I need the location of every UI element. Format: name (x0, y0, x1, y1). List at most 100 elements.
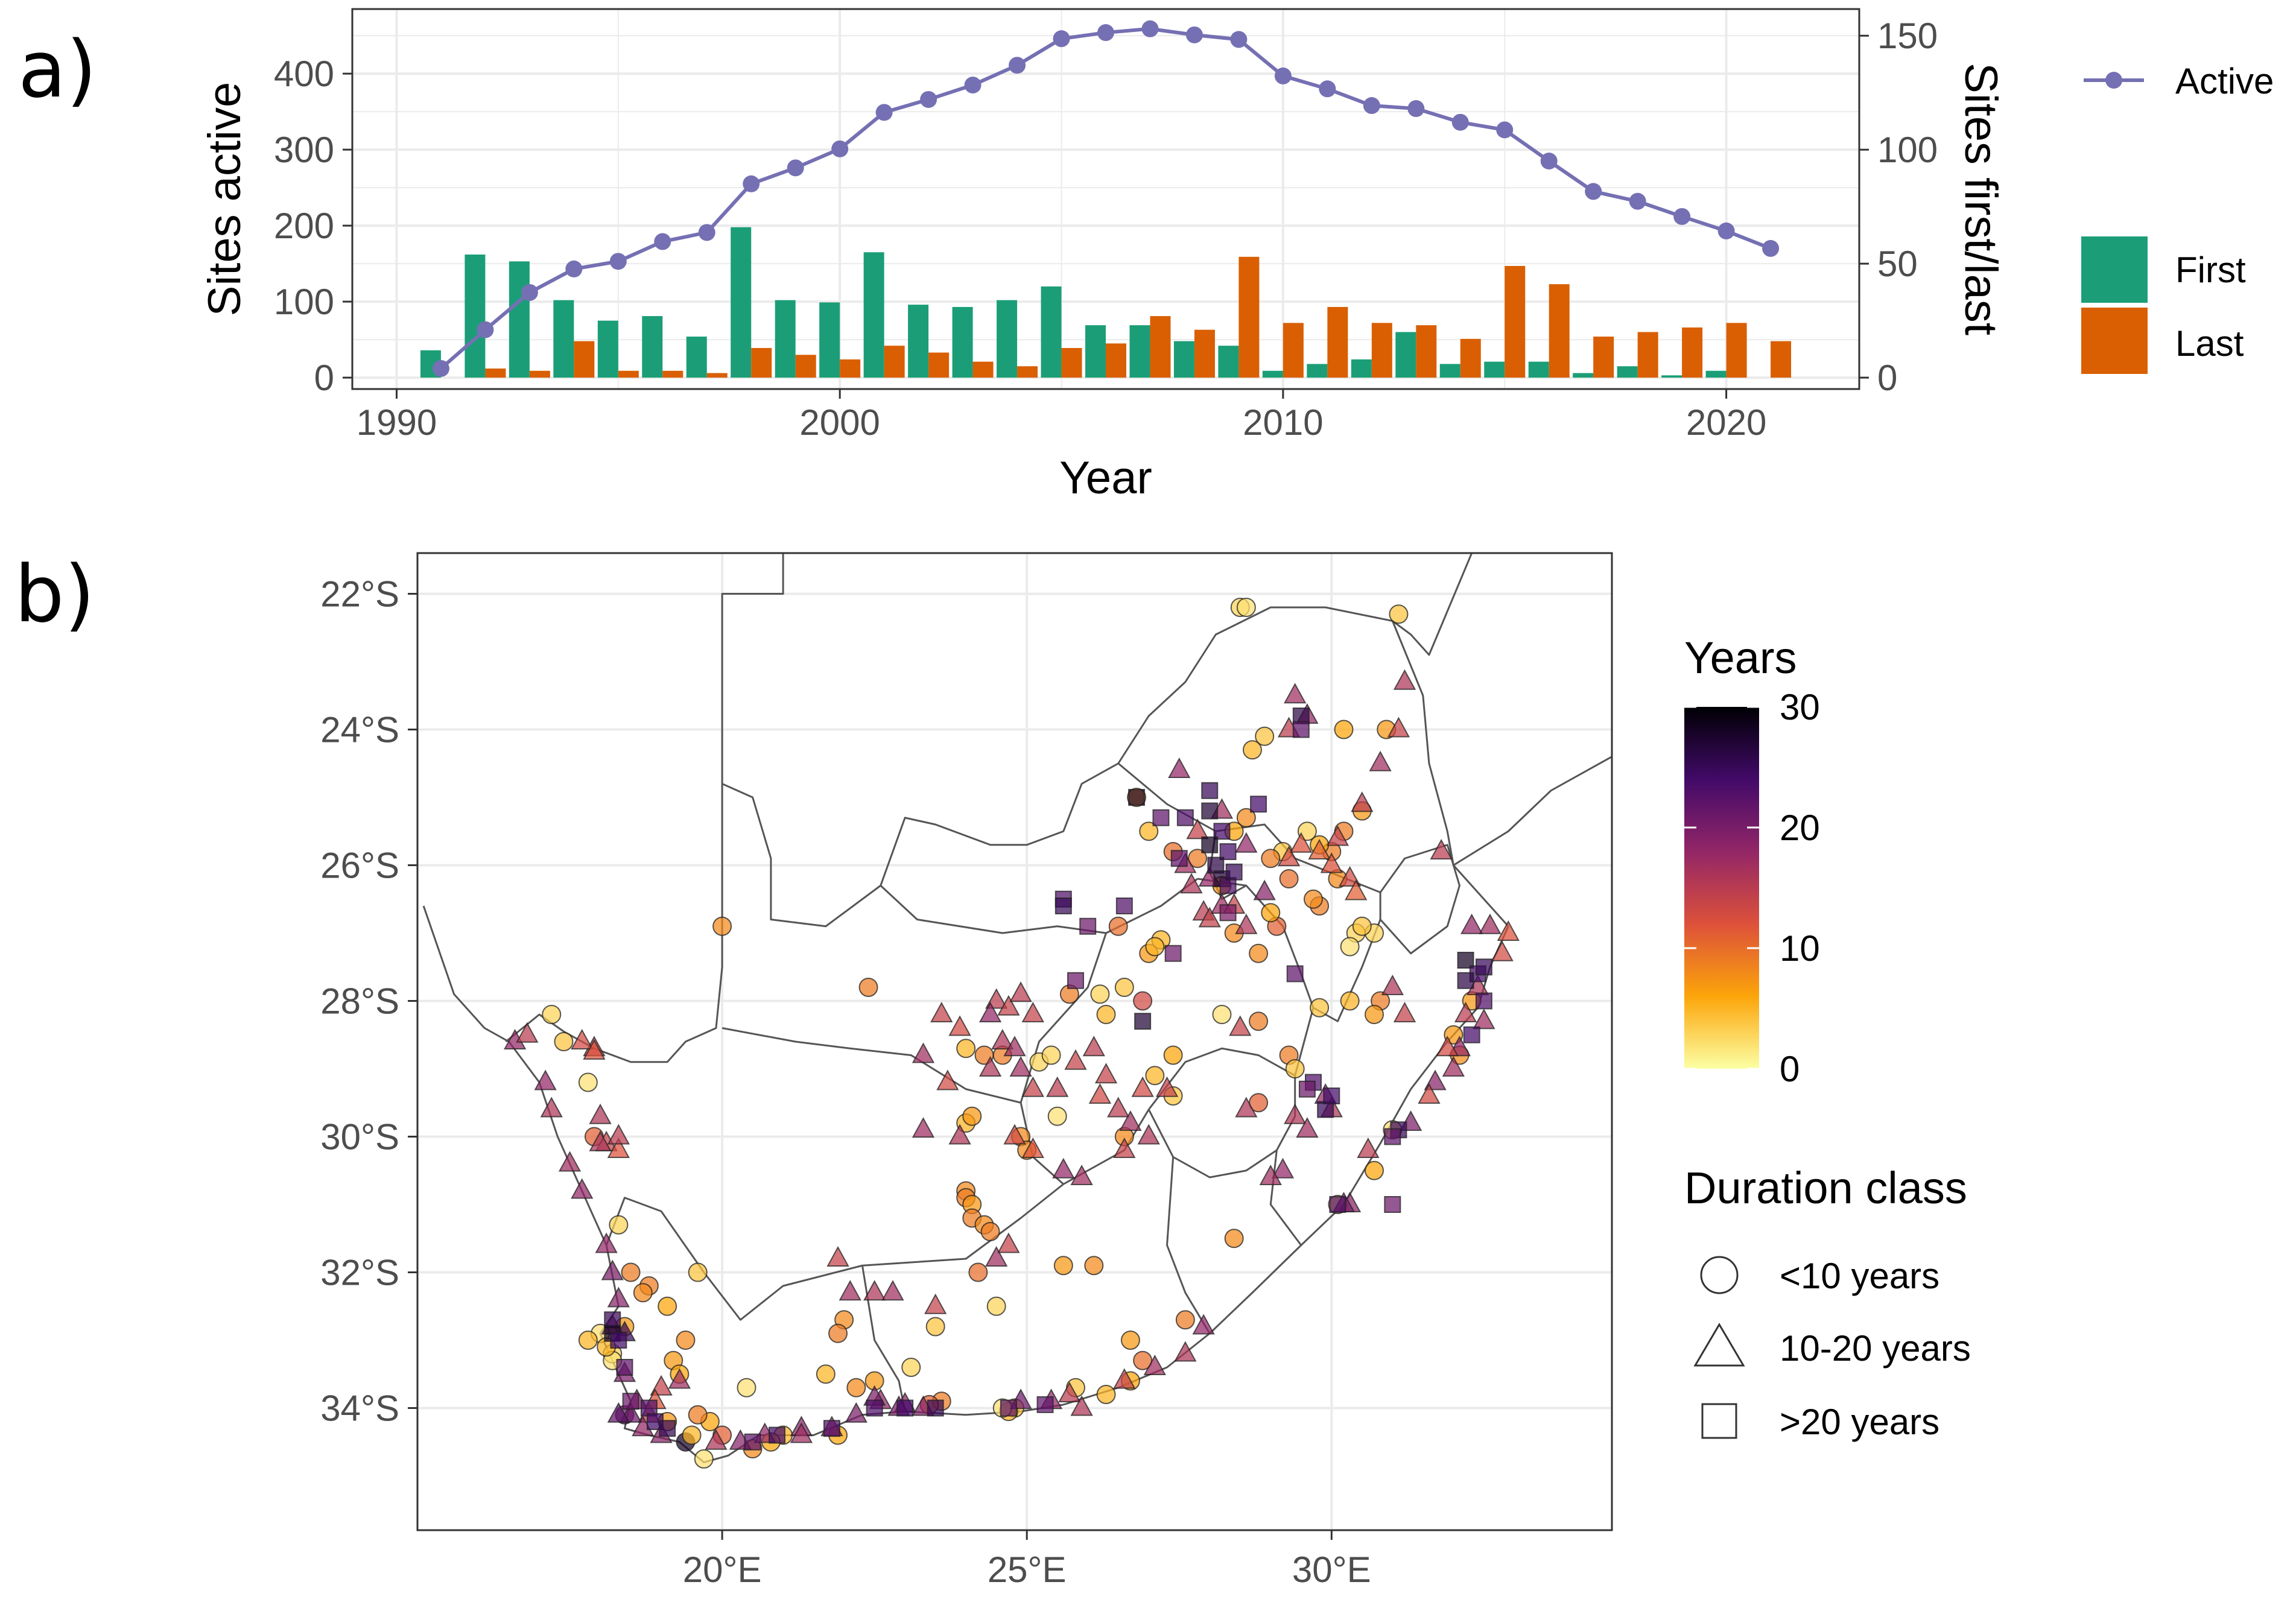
site-point-circle (688, 1262, 708, 1282)
site-point-circle (688, 1405, 708, 1425)
site-point-square (1219, 877, 1237, 894)
colorbar-tick-label: 20 (1780, 808, 1820, 848)
site-point-square (659, 1420, 676, 1437)
site-point-triangle (1003, 1036, 1026, 1057)
site-point-circle (621, 1262, 641, 1282)
timeseries-chart: 1990 2000 2010 2020 0 100 200 300 400 0 50 100 150 Y… (199, 8, 2274, 504)
site-point-circle (1389, 604, 1409, 624)
site-point-circle (1053, 1256, 1073, 1276)
site-point-triangle (790, 1422, 813, 1443)
active-point-2021 (1762, 239, 1780, 257)
site-point-square (1128, 789, 1146, 806)
bar-last-2007 (1150, 316, 1171, 378)
lat-tick-label: 26°S (320, 846, 399, 886)
site-point-square (927, 1399, 944, 1417)
site-point-square (1329, 1196, 1346, 1213)
site-point-circle (901, 1358, 921, 1377)
site-point-triangle (1058, 1381, 1081, 1402)
bar-first-1999 (775, 300, 796, 378)
site-point-triangle (1119, 1110, 1142, 1131)
site-point-circle (980, 1222, 1000, 1241)
colorbar-tick-label: 30 (1780, 687, 1820, 727)
site-point-circle (816, 1364, 836, 1384)
site-point-circle (1114, 978, 1134, 997)
bar-last-2011 (1327, 306, 1348, 378)
x-tick-label: 2020 (1686, 402, 1766, 443)
site-point-triangle (1070, 1164, 1093, 1185)
active-point-2017 (1585, 183, 1602, 200)
bar-first-1996 (642, 316, 663, 378)
site-point-circle (986, 1296, 1006, 1316)
site-point-circle (1285, 1059, 1305, 1078)
lat-tick-label: 24°S (320, 710, 399, 750)
site-point-triangle (1192, 1314, 1215, 1335)
bar-last-2017 (1593, 337, 1614, 378)
active-point-2013 (1407, 100, 1425, 118)
site-point-triangle (1338, 866, 1362, 887)
active-point-2000 (831, 140, 849, 157)
bar-last-2018 (1637, 332, 1658, 378)
bar-last-1993 (529, 370, 550, 378)
border-line (861, 1265, 906, 1412)
bar-last-2020 (1726, 323, 1747, 378)
bar-last-2008 (1194, 329, 1215, 378)
site-point-triangle (881, 1280, 904, 1301)
site-point-circle (1261, 849, 1281, 869)
site-point-triangle (1460, 913, 1483, 934)
plot-border (351, 8, 1860, 390)
site-point-triangle (607, 1402, 630, 1423)
site-map: 20°E 25°E 30°E 22°S 24°S 26°S 28°S 30°S 32°S 34°S… (320, 552, 1971, 1590)
y-right-tick-label: 0 (1877, 358, 1897, 398)
border-line (721, 1027, 1021, 1104)
site-point-square (744, 1433, 761, 1451)
site-point-circle (846, 1378, 866, 1397)
site-point-triangle (1064, 1049, 1087, 1070)
site-point-square (1286, 965, 1304, 983)
active-point-2005 (1053, 30, 1070, 48)
site-point-triangle (607, 1287, 630, 1308)
site-point-triangle (1235, 1097, 1258, 1118)
site-point-triangle (1284, 683, 1307, 704)
bar-last-2003 (972, 361, 994, 378)
active-point-2009 (1230, 31, 1248, 48)
bar-last-1997 (706, 373, 728, 378)
legend: Active First Last (2081, 61, 2274, 374)
site-point-square (1164, 945, 1182, 962)
lon-tick-label: 25°E (988, 1549, 1067, 1590)
site-point-square (1463, 1026, 1480, 1043)
site-point-triangle (978, 1001, 1002, 1022)
active-point-1995 (609, 253, 627, 270)
legend-active-point (2105, 72, 2122, 89)
bar-last-1995 (618, 370, 639, 378)
site-point-square (1219, 904, 1237, 922)
bar-first-2007 (1129, 325, 1150, 378)
site-point-circle (712, 916, 732, 936)
site-point-triangle (1369, 750, 1392, 771)
active-point-2004 (1009, 57, 1026, 74)
site-point-triangle (1271, 1157, 1295, 1179)
site-point-circle (1139, 821, 1159, 841)
site-point-triangle (1479, 913, 1502, 934)
site-point-square (1457, 972, 1474, 989)
site-point-square (1225, 863, 1243, 881)
site-point-circle (858, 978, 878, 997)
bar-last-2012 (1371, 323, 1392, 378)
active-point-2003 (964, 77, 982, 93)
active-point-1993 (521, 283, 538, 301)
site-point-square (1384, 1196, 1401, 1213)
site-point-circle (1352, 916, 1372, 936)
site-point-triangle (571, 1178, 594, 1199)
bar-first-2012 (1351, 359, 1372, 378)
colorbar-tick-label: 10 (1780, 928, 1820, 969)
x-axis-title: Year (1059, 452, 1152, 504)
active-point-2002 (920, 90, 937, 108)
site-point-circle (1310, 998, 1330, 1018)
site-point-square (1176, 809, 1194, 826)
site-point-circle (1340, 991, 1360, 1011)
site-point-triangle (607, 1137, 630, 1158)
site-point-circle (682, 1425, 702, 1445)
site-point-square (1054, 897, 1072, 914)
active-point-1998 (743, 175, 760, 192)
bar-first-2014 (1439, 364, 1460, 378)
